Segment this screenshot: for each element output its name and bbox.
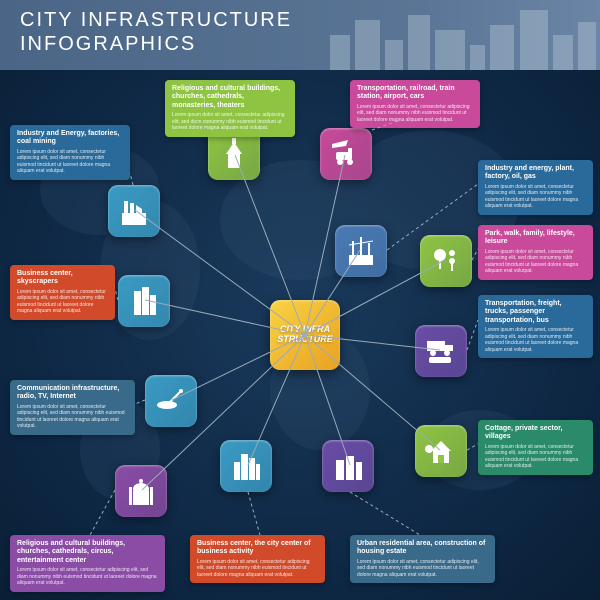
node-business2 [220, 440, 272, 492]
node-religious2 [115, 465, 167, 517]
callout-1: Religious and cultural buildings, church… [165, 80, 295, 137]
node-park [420, 235, 472, 287]
callout-title: Park, walk, family, lifestyle, leisure [485, 230, 586, 247]
callout-2: Transportation, railroad, train station,… [350, 80, 480, 128]
house-icon [423, 433, 459, 469]
skyline-graphic [320, 0, 600, 70]
callout-4: Park, walk, family, lifestyle, leisure Lo… [478, 225, 593, 280]
callout-body: Lorem ipsum dolor sit amet, consectetur … [172, 112, 288, 132]
callout-5: Business center, skyscrapers Lorem ipsum … [10, 265, 115, 320]
callout-title: Transportation, railroad, train station,… [357, 85, 473, 102]
callout-body: Lorem ipsum dolor sit amet, consectetur … [17, 149, 123, 175]
park-icon [428, 243, 464, 279]
satellite-icon [153, 383, 189, 419]
callout-0: Industry and Energy, factories, coal min… [10, 125, 130, 180]
skyscraper-icon [126, 283, 162, 319]
callout-title: Industry and Energy, factories, coal min… [17, 130, 123, 147]
node-comm [145, 375, 197, 427]
factory-icon [116, 193, 152, 229]
callout-body: Lorem ipsum dolor sit amet, consectetur … [197, 559, 318, 579]
callout-body: Lorem ipsum dolor sit amet, consectetur … [357, 104, 473, 124]
callout-title: Religious and cultural buildings, church… [172, 85, 288, 110]
callout-8: Cottage, private sector, villages Lorem i… [478, 420, 593, 475]
node-transport [320, 128, 372, 180]
node-energy [335, 225, 387, 277]
energy-icon [343, 233, 379, 269]
callout-body: Lorem ipsum dolor sit amet, consectetur … [17, 289, 108, 315]
callout-title: Cottage, private sector, villages [485, 425, 586, 442]
header: CITY INFRASTRUCTUREINFOGRAPHICS [0, 0, 600, 70]
node-industry [108, 185, 160, 237]
callout-title: Communication infrastructure, radio, TV,… [17, 385, 128, 402]
callout-body: Lorem ipsum dolor sit amet, consectetur … [17, 567, 158, 587]
callout-body: Lorem ipsum dolor sit amet, consectetur … [357, 559, 488, 579]
church-icon [216, 136, 252, 172]
node-urban [322, 440, 374, 492]
center-node: CITY INFRA STRUCTURE [270, 300, 340, 370]
diagram-content: CITY INFRA STRUCTURE Industry and Energy… [0, 70, 600, 600]
city-icon [228, 448, 264, 484]
mosque-icon [123, 473, 159, 509]
callout-11: Urban residential area, construction of … [350, 535, 495, 583]
node-cottage [415, 425, 467, 477]
callout-body: Lorem ipsum dolor sit amet, consectetur … [485, 327, 586, 353]
callout-body: Lorem ipsum dolor sit amet, consectetur … [485, 184, 586, 210]
callout-3: Industry and energy, plant, factory, oil… [478, 160, 593, 215]
node-transport2 [415, 325, 467, 377]
callout-title: Urban residential area, construction of … [357, 540, 488, 557]
callout-title: Business center, the city center of busi… [197, 540, 318, 557]
callout-body: Lorem ipsum dolor sit amet, consectetur … [485, 249, 586, 275]
callout-body: Lorem ipsum dolor sit amet, consectetur … [485, 444, 586, 470]
callout-title: Business center, skyscrapers [17, 270, 108, 287]
node-business [118, 275, 170, 327]
truck-icon [423, 333, 459, 369]
callout-6: Transportation, freight, trucks, passeng… [478, 295, 593, 358]
callout-title: Religious and cultural buildings, church… [17, 540, 158, 565]
callout-10: Business center, the city center of busi… [190, 535, 325, 583]
callout-body: Lorem ipsum dolor sit amet, consectetur … [17, 404, 128, 430]
callout-7: Communication infrastructure, radio, TV,… [10, 380, 135, 435]
transport-icon [328, 136, 364, 172]
callout-9: Religious and cultural buildings, church… [10, 535, 165, 592]
callout-title: Industry and energy, plant, factory, oil… [485, 165, 586, 182]
callout-title: Transportation, freight, trucks, passeng… [485, 300, 586, 325]
buildings-icon [330, 448, 366, 484]
